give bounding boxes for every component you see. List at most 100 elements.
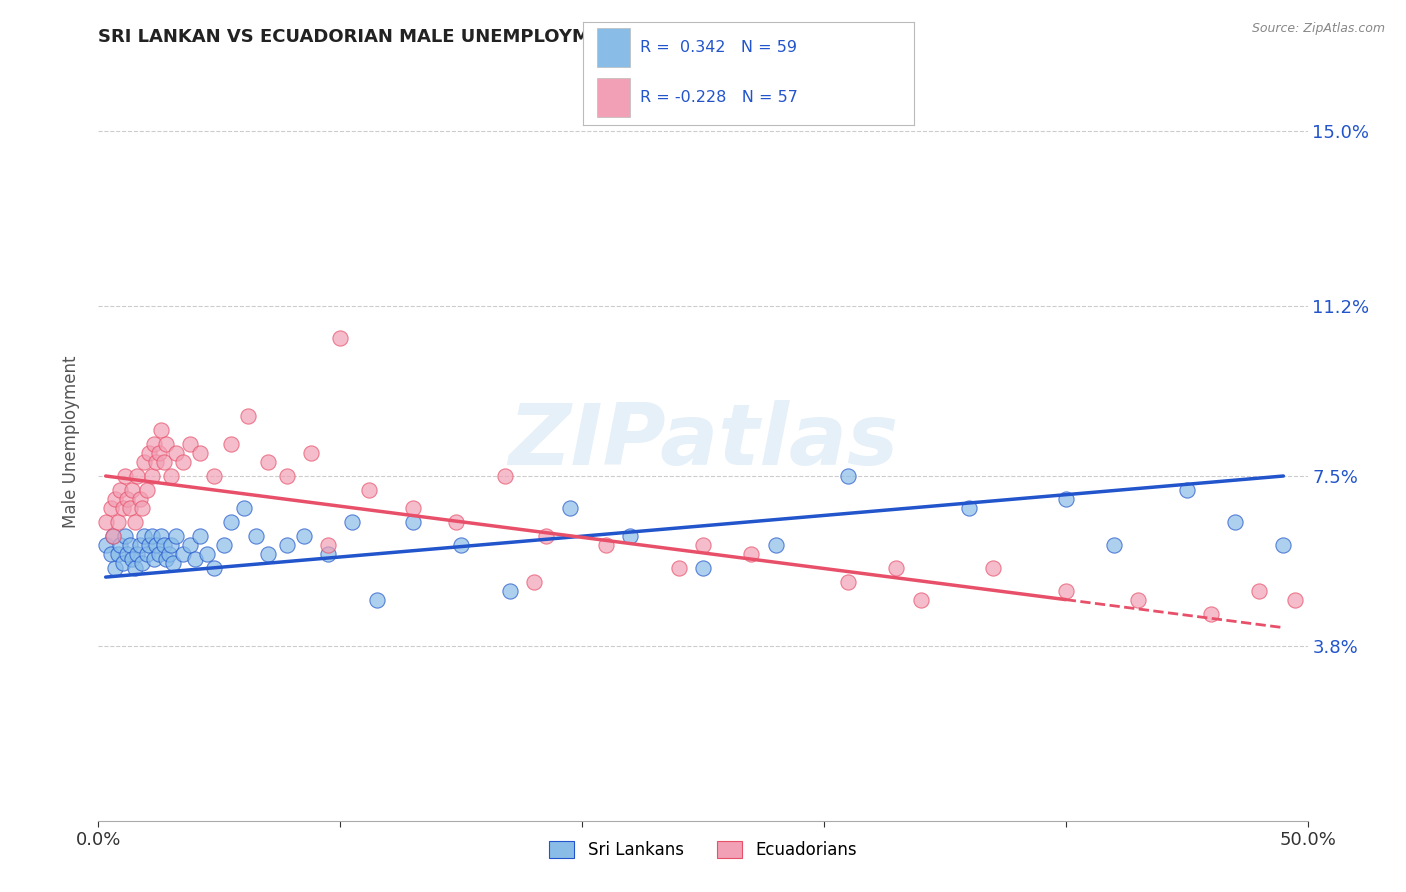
Point: [155, 551, 177, 566]
Point: [134, 529, 156, 543]
Point: [104, 491, 127, 506]
Point: [498, 583, 520, 598]
Point: [124, 515, 146, 529]
Point: [134, 455, 156, 469]
Point: [108, 538, 131, 552]
Point: [402, 501, 425, 516]
Point: [446, 515, 468, 529]
Point: [1128, 593, 1150, 607]
Point: [212, 538, 235, 552]
Point: [292, 529, 315, 543]
Point: [245, 529, 267, 543]
Point: [195, 547, 218, 561]
Point: [910, 593, 932, 607]
Point: [316, 538, 339, 552]
Point: [276, 538, 298, 552]
Text: SRI LANKAN VS ECUADORIAN MALE UNEMPLOYMENT CORRELATION CHART: SRI LANKAN VS ECUADORIAN MALE UNEMPLOYME…: [98, 28, 851, 45]
Point: [118, 501, 141, 516]
Point: [100, 501, 122, 516]
Point: [172, 455, 194, 469]
Point: [957, 501, 980, 516]
Point: [221, 515, 243, 529]
Point: [117, 547, 139, 561]
Point: [886, 561, 908, 575]
Point: [135, 547, 157, 561]
Point: [402, 515, 425, 529]
Point: [221, 437, 243, 451]
Point: [128, 491, 150, 506]
Point: [534, 529, 557, 543]
Point: [150, 423, 173, 437]
Point: [1054, 491, 1077, 506]
Point: [188, 529, 211, 543]
Point: [359, 483, 381, 497]
Point: [1249, 583, 1271, 598]
Point: [160, 469, 183, 483]
Point: [837, 574, 859, 589]
Point: [131, 501, 153, 516]
Point: [316, 547, 339, 561]
Point: [595, 538, 617, 552]
Point: [1054, 583, 1077, 598]
Point: [765, 538, 787, 552]
Point: [117, 491, 139, 506]
Bar: [596, 29, 630, 68]
Point: [138, 446, 160, 460]
Point: [1284, 593, 1306, 607]
Point: [155, 437, 177, 451]
Point: [141, 469, 163, 483]
Point: [118, 538, 141, 552]
Point: [1272, 538, 1295, 552]
Point: [124, 561, 146, 575]
Point: [111, 501, 134, 516]
Point: [299, 446, 322, 460]
Point: [150, 529, 173, 543]
Point: [740, 547, 762, 561]
Point: [148, 547, 170, 561]
Point: [165, 446, 187, 460]
Point: [121, 483, 143, 497]
Point: [179, 437, 201, 451]
Point: [329, 331, 352, 345]
Text: Source: ZipAtlas.com: Source: ZipAtlas.com: [1251, 22, 1385, 36]
Point: [162, 557, 184, 571]
Point: [366, 593, 388, 607]
Point: [160, 538, 183, 552]
Point: [157, 547, 180, 561]
Point: [152, 538, 174, 552]
Point: [127, 469, 149, 483]
Point: [101, 529, 124, 543]
Point: [100, 547, 122, 561]
Point: [107, 547, 129, 561]
Y-axis label: Male Unemployment: Male Unemployment: [62, 355, 80, 528]
Point: [450, 538, 472, 552]
Point: [523, 574, 546, 589]
Point: [188, 446, 211, 460]
Point: [256, 455, 278, 469]
Point: [145, 455, 167, 469]
Text: R = -0.228   N = 57: R = -0.228 N = 57: [640, 90, 797, 104]
Point: [131, 557, 153, 571]
Point: [179, 538, 201, 552]
Point: [172, 547, 194, 561]
Point: [104, 561, 127, 575]
Legend: Sri Lankans, Ecuadorians: Sri Lankans, Ecuadorians: [543, 834, 863, 865]
Text: ZIPatlas: ZIPatlas: [508, 400, 898, 483]
Point: [558, 501, 581, 516]
Point: [668, 561, 690, 575]
Point: [204, 561, 226, 575]
Point: [1223, 515, 1246, 529]
Point: [494, 469, 516, 483]
Point: [232, 501, 254, 516]
Point: [145, 538, 167, 552]
Point: [342, 515, 364, 529]
Point: [204, 469, 226, 483]
Point: [256, 547, 278, 561]
Point: [128, 538, 150, 552]
Point: [127, 547, 149, 561]
Point: [692, 538, 714, 552]
Point: [981, 561, 1004, 575]
Point: [837, 469, 859, 483]
Point: [165, 529, 187, 543]
Bar: [596, 78, 630, 117]
